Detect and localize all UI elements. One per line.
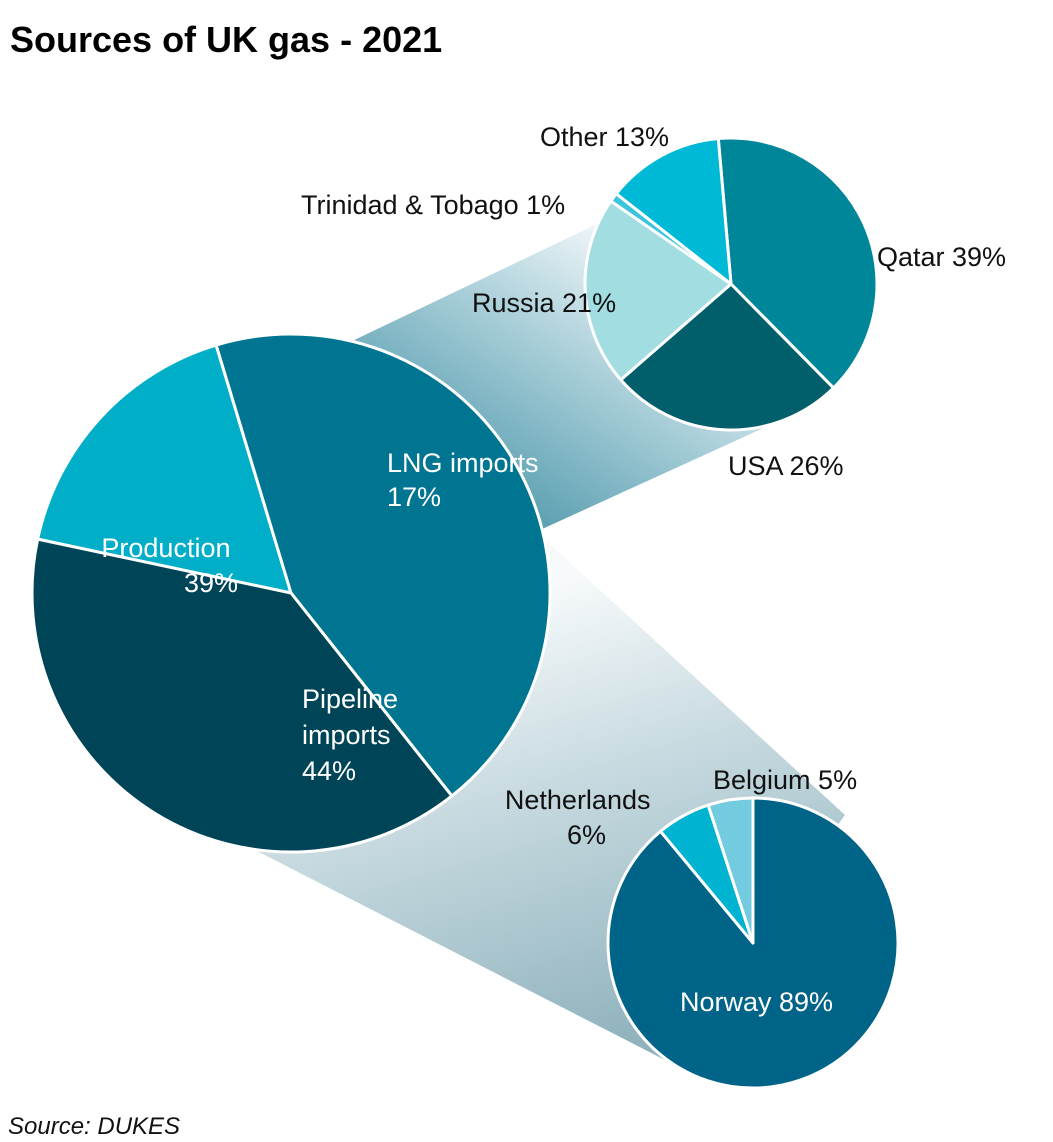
main-slice-pipeline — [214, 332, 552, 798]
label-usa: USA 26% — [728, 451, 844, 481]
chart-title: Sources of UK gas - 2021 — [10, 19, 442, 60]
label-norway: Norway 89% — [680, 987, 833, 1017]
lng-slice-usa-26 — [619, 282, 836, 432]
main-slice-production — [30, 537, 454, 854]
label-other: Other 13% — [540, 122, 669, 152]
label-trinidad-tobago: Trinidad & Tobago 1% — [301, 190, 565, 220]
main-slice-lng-imports — [36, 343, 293, 595]
label-belgium: Belgium 5% — [713, 765, 857, 795]
label-lng-imports: LNG imports 17% — [387, 448, 546, 512]
main-pie — [30, 332, 552, 854]
pipeline-pie — [606, 796, 900, 1090]
lng-slice-other-13 — [614, 137, 733, 286]
label-qatar: Qatar 39% — [877, 242, 1006, 272]
pipeline-slice-belgium-5 — [706, 796, 755, 945]
label-pipeline-imports: Pipeline imports 44% — [302, 684, 406, 786]
source-note: Source: DUKES — [8, 1113, 180, 1140]
lng-slice-qatar-39 — [716, 136, 879, 390]
label-production: Production 39% — [101, 533, 238, 598]
label-russia: Russia 21% — [472, 288, 616, 318]
lng-pie — [583, 136, 879, 432]
lng-connector — [348, 225, 770, 530]
label-netherlands: Netherlands 6% — [505, 785, 658, 850]
lng-slice-russia-21 — [583, 199, 733, 382]
